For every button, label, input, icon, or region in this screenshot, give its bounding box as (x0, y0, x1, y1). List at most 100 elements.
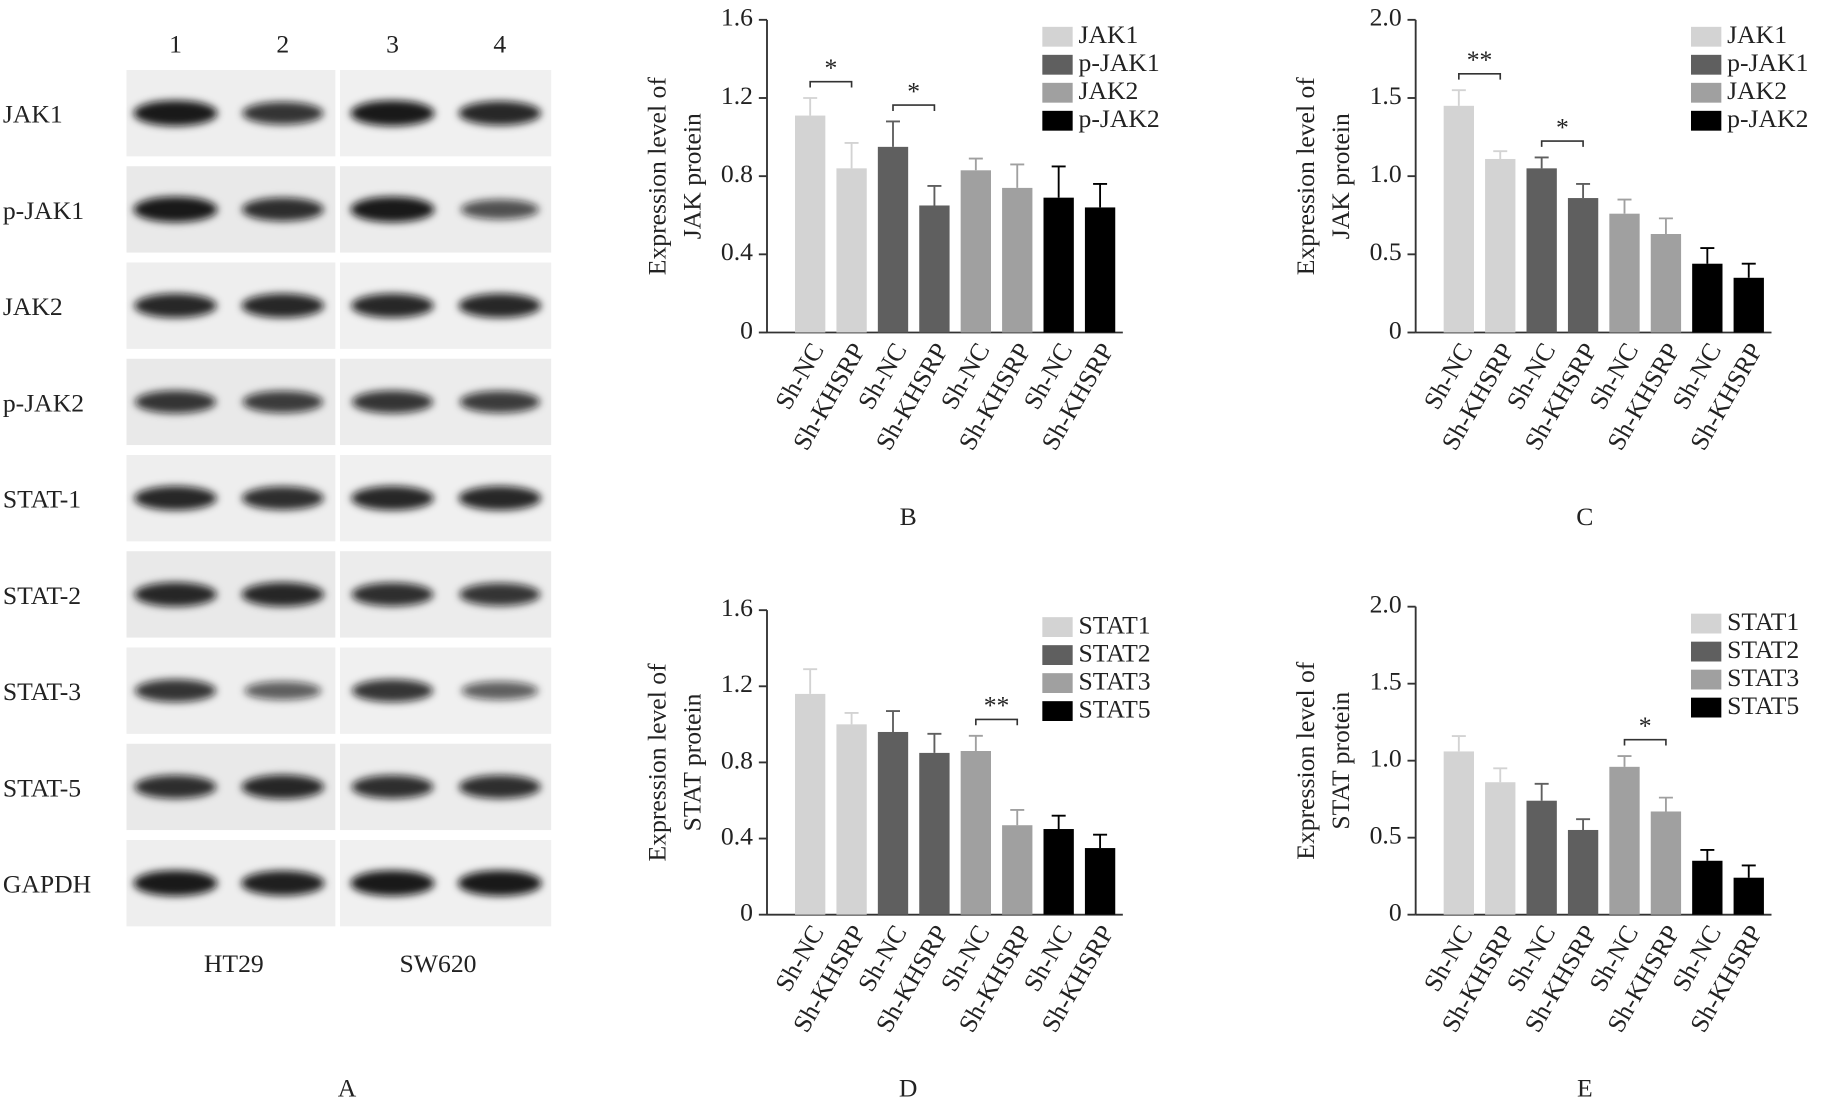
legend-label: STAT5 (1079, 695, 1151, 724)
error-bar (1451, 89, 1466, 106)
bar (795, 693, 826, 915)
blot-band (460, 199, 540, 220)
error-bar (1010, 163, 1025, 188)
blot-band (351, 679, 434, 703)
blot-band (241, 486, 324, 510)
legend-swatch (1691, 697, 1722, 718)
y-tick-label: 1.2 (721, 81, 753, 110)
legend-swatch (1691, 669, 1722, 690)
error-bar (1051, 814, 1066, 830)
legend-label: STAT3 (1727, 663, 1799, 692)
row-label: STAT-1 (3, 485, 81, 514)
blot-band (242, 101, 324, 125)
y-tick-label: 0.4 (721, 237, 753, 266)
error-bar (803, 668, 818, 694)
legend-label: STAT1 (1079, 611, 1151, 640)
bar (1650, 234, 1682, 333)
legend-swatch (1042, 54, 1073, 75)
error-bar (1741, 262, 1756, 278)
significance-bracket (1623, 738, 1667, 746)
blot-band (351, 582, 434, 607)
error-bar (1534, 156, 1549, 169)
blot-band (459, 582, 541, 606)
blot-band (458, 101, 542, 126)
significance-label: ** (1467, 45, 1493, 74)
error-bar (1700, 247, 1715, 264)
bar (1567, 198, 1599, 333)
legend-label: STAT2 (1727, 635, 1799, 664)
error-bar (1576, 183, 1591, 199)
bar (1609, 766, 1640, 915)
significance-label: * (824, 53, 837, 82)
blot-band (133, 870, 218, 896)
bar (836, 724, 867, 915)
legend-label: p-JAK2 (1079, 104, 1160, 133)
legend-label: JAK2 (1727, 76, 1787, 105)
panel-caption: D (899, 1074, 918, 1103)
bar (836, 168, 867, 333)
blot-band (458, 293, 542, 318)
lane-label: 2 (276, 30, 289, 59)
bar (919, 752, 950, 915)
error-bar (927, 732, 942, 753)
bar (1733, 277, 1764, 333)
blot-band (457, 870, 542, 896)
panel-caption: E (1577, 1074, 1593, 1103)
y-tick-label: 2.0 (1370, 3, 1402, 32)
y-axis-label: JAK protein (1326, 113, 1355, 239)
error-bar (1617, 755, 1632, 767)
y-tick-label: 1.0 (1370, 159, 1402, 188)
blot-band (350, 870, 435, 896)
bar (1526, 168, 1557, 333)
y-tick-label: 1.5 (1370, 81, 1402, 110)
western-blot: 1 2 3 4 JAK1 p-JAK1 JAK2 p-JAK2 STAT-1 STAT-2 STAT… (3, 30, 552, 1103)
bar (1043, 197, 1074, 333)
bar (1526, 800, 1557, 915)
error-bar (803, 97, 818, 116)
y-tick-label: 0.5 (1370, 237, 1402, 266)
error-bar (1451, 735, 1466, 752)
cell-line-label: HT29 (204, 949, 264, 978)
y-tick-label: 0.8 (721, 745, 753, 774)
blot-band (133, 196, 218, 223)
row-label: STAT-3 (3, 677, 81, 706)
legend-label: p-JAK1 (1079, 48, 1160, 77)
legend-swatch (1691, 54, 1722, 75)
y-axis-label: Expression level of (1291, 77, 1320, 276)
y-tick-label: 1.5 (1370, 667, 1402, 696)
bar (795, 115, 826, 333)
blot-band (242, 390, 324, 413)
legend-label: STAT5 (1727, 691, 1799, 720)
legend-label: JAK2 (1079, 76, 1139, 105)
bar (1567, 829, 1599, 915)
blot-band (458, 486, 542, 511)
blot-band (134, 390, 217, 414)
blot-band (241, 293, 325, 318)
lane-label: 1 (169, 30, 182, 59)
legend-swatch (1691, 641, 1722, 662)
significance-label: ** (984, 691, 1010, 720)
significance-label: * (907, 76, 920, 105)
significance-label: * (1639, 711, 1652, 740)
error-bar (1093, 833, 1108, 849)
bar (1443, 751, 1474, 915)
bar (1692, 860, 1723, 915)
row-label: JAK2 (3, 292, 63, 321)
bar (1084, 207, 1116, 333)
blot-band (351, 486, 434, 511)
bar (877, 146, 909, 333)
bar (1002, 187, 1033, 333)
error-bar (1493, 767, 1508, 783)
legend-swatch (1691, 613, 1722, 634)
panel-caption: A (338, 1074, 357, 1103)
legend-swatch (1691, 110, 1722, 131)
error-bar (1493, 150, 1508, 159)
legend-label: STAT1 (1727, 607, 1799, 636)
error-bar (844, 712, 859, 725)
blot-band (241, 774, 325, 800)
error-bar (1617, 198, 1632, 214)
significance-bracket (892, 104, 936, 111)
legend-swatch (1691, 26, 1722, 47)
error-bar (1093, 183, 1108, 208)
